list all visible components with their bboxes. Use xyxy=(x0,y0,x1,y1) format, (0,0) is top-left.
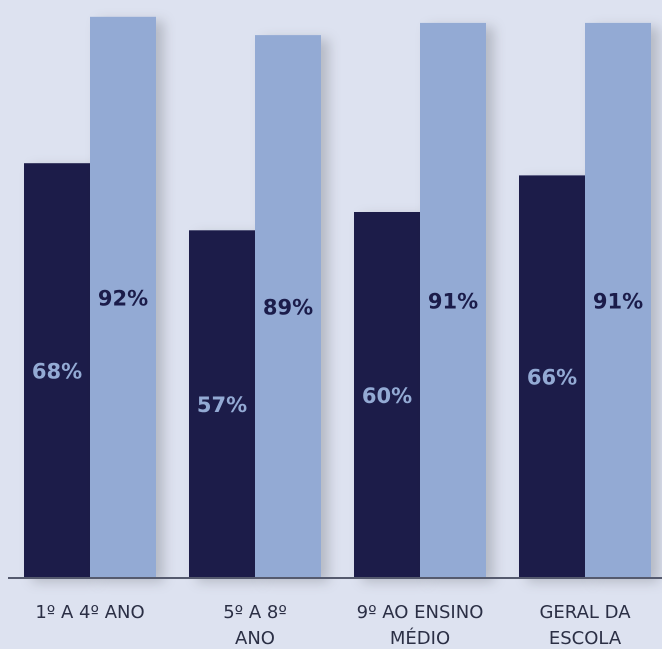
data-label-series1-cat2: 57% xyxy=(197,393,247,417)
data-label-series1-cat3: 60% xyxy=(362,384,412,408)
data-label-series2-cat1: 92% xyxy=(98,286,148,310)
data-label-series1-cat1: 68% xyxy=(32,360,82,384)
data-label-series2-cat3: 91% xyxy=(428,289,478,313)
data-label-series1-cat4: 66% xyxy=(527,366,577,390)
bar-labels-layer: 68% 92% 57% 89% 60% 91% 66% 91% xyxy=(32,286,643,417)
category-label-1-line1: 1º A 4º ANO xyxy=(35,602,144,623)
category-label-3-line1: 9º AO ENSINO xyxy=(357,602,484,623)
category-label-2-line2: ANO xyxy=(235,628,275,649)
bar-series2-cat3 xyxy=(420,22,486,578)
data-label-series2-cat2: 89% xyxy=(263,296,313,320)
category-label-4-line1: GERAL DA xyxy=(539,602,631,623)
bar-series2-cat4 xyxy=(585,22,651,578)
data-label-series2-cat4: 91% xyxy=(593,289,643,313)
bar-series1-cat4 xyxy=(519,175,585,578)
bar-series2-cat1 xyxy=(90,16,156,579)
bar-series1-cat3 xyxy=(354,212,420,578)
category-label-3-line2: MÉDIO xyxy=(390,627,450,649)
category-label-2-line1: 5º A 8º xyxy=(223,602,287,623)
bar-series1-cat2 xyxy=(189,230,255,579)
bar-series1-cat1 xyxy=(24,163,90,578)
bars-layer xyxy=(24,16,651,579)
category-labels-layer: 1º A 4º ANO 5º A 8º ANO 9º AO ENSINO MÉDIO GE… xyxy=(35,602,631,649)
category-label-4-line2: ESCOLA xyxy=(549,628,622,649)
bar-series2-cat2 xyxy=(255,35,321,579)
